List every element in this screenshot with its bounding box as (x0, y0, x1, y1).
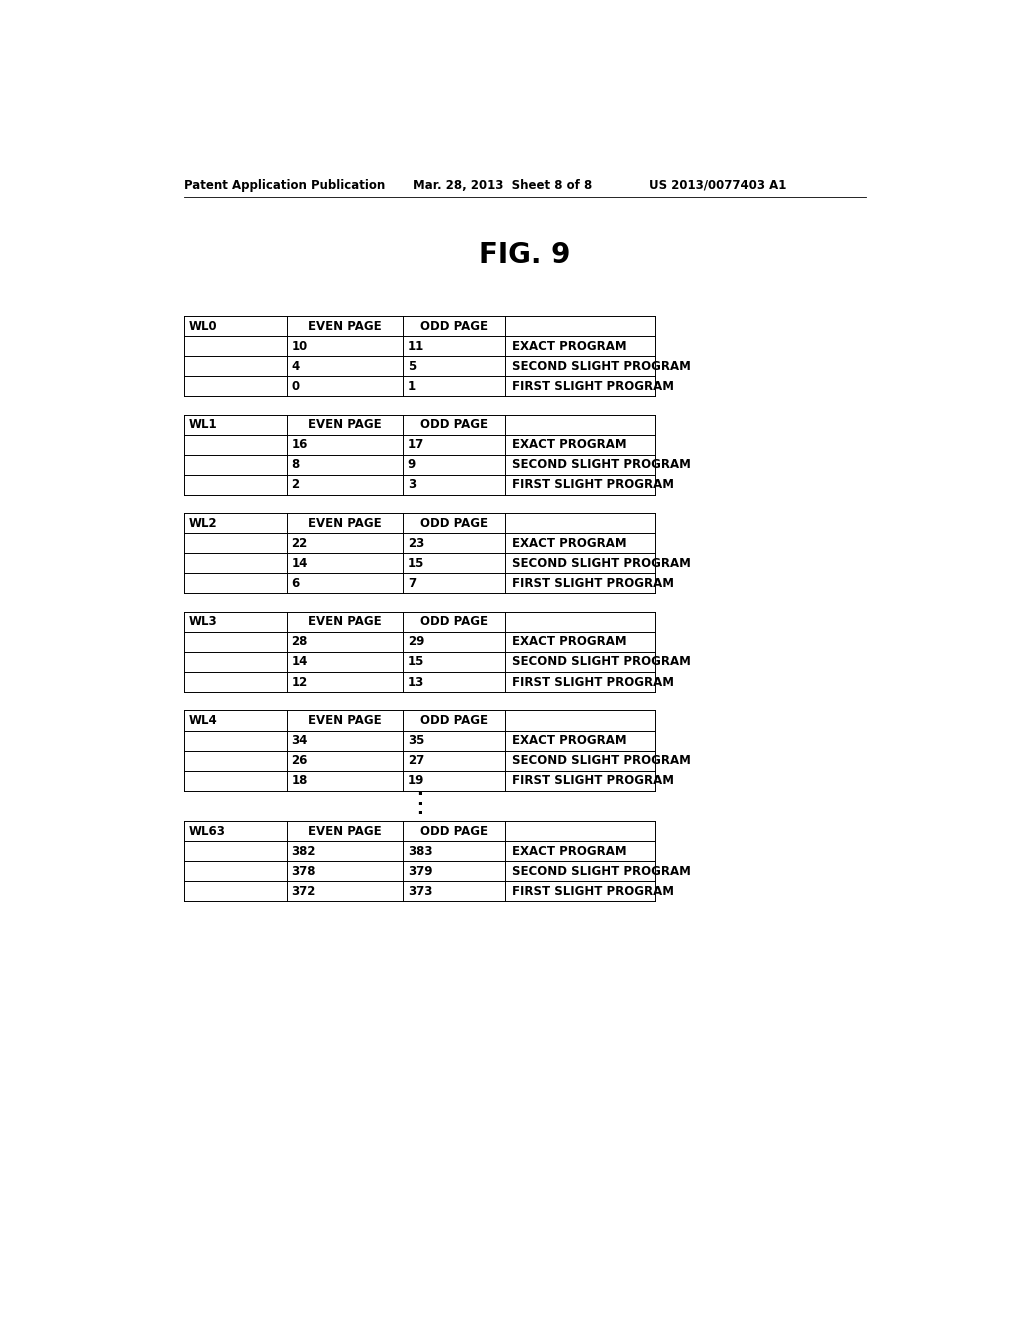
Text: FIRST SLIGHT PROGRAM: FIRST SLIGHT PROGRAM (512, 774, 674, 787)
Text: EVEN PAGE: EVEN PAGE (308, 517, 382, 529)
Text: ODD PAGE: ODD PAGE (420, 615, 488, 628)
Text: EVEN PAGE: EVEN PAGE (308, 418, 382, 432)
Text: ODD PAGE: ODD PAGE (420, 714, 488, 727)
Text: 373: 373 (408, 884, 432, 898)
Text: Mar. 28, 2013  Sheet 8 of 8: Mar. 28, 2013 Sheet 8 of 8 (414, 178, 593, 191)
Text: EXACT PROGRAM: EXACT PROGRAM (512, 734, 627, 747)
Text: 2: 2 (292, 478, 300, 491)
Text: EXACT PROGRAM: EXACT PROGRAM (512, 438, 627, 451)
Text: 14: 14 (292, 557, 308, 570)
Text: FIRST SLIGHT PROGRAM: FIRST SLIGHT PROGRAM (512, 884, 674, 898)
Text: 27: 27 (408, 754, 424, 767)
Text: 34: 34 (292, 734, 308, 747)
Text: EXACT PROGRAM: EXACT PROGRAM (512, 537, 627, 550)
Text: 5: 5 (408, 360, 416, 372)
Text: 4: 4 (292, 360, 300, 372)
Text: FIRST SLIGHT PROGRAM: FIRST SLIGHT PROGRAM (512, 676, 674, 689)
Text: ODD PAGE: ODD PAGE (420, 825, 488, 838)
Text: FIG. 9: FIG. 9 (479, 240, 570, 269)
Text: FIRST SLIGHT PROGRAM: FIRST SLIGHT PROGRAM (512, 478, 674, 491)
Text: SECOND SLIGHT PROGRAM: SECOND SLIGHT PROGRAM (512, 754, 690, 767)
Text: .: . (416, 800, 423, 818)
Text: WL1: WL1 (188, 418, 217, 432)
Text: EXACT PROGRAM: EXACT PROGRAM (512, 845, 627, 858)
Text: SECOND SLIGHT PROGRAM: SECOND SLIGHT PROGRAM (512, 865, 690, 878)
Text: EVEN PAGE: EVEN PAGE (308, 615, 382, 628)
Text: 382: 382 (292, 845, 316, 858)
Text: WL2: WL2 (188, 517, 217, 529)
Text: WL63: WL63 (188, 825, 225, 838)
Text: SECOND SLIGHT PROGRAM: SECOND SLIGHT PROGRAM (512, 656, 690, 668)
Text: 12: 12 (292, 676, 308, 689)
Text: 383: 383 (408, 845, 432, 858)
Text: WL0: WL0 (188, 319, 217, 333)
Text: 13: 13 (408, 676, 424, 689)
Text: SECOND SLIGHT PROGRAM: SECOND SLIGHT PROGRAM (512, 458, 690, 471)
Text: FIRST SLIGHT PROGRAM: FIRST SLIGHT PROGRAM (512, 577, 674, 590)
Text: 0: 0 (292, 380, 300, 393)
Text: 15: 15 (408, 656, 424, 668)
Text: ODD PAGE: ODD PAGE (420, 418, 488, 432)
Text: 19: 19 (408, 774, 424, 787)
Text: WL3: WL3 (188, 615, 217, 628)
Text: .: . (416, 781, 423, 800)
Text: 29: 29 (408, 635, 424, 648)
Text: US 2013/0077403 A1: US 2013/0077403 A1 (649, 178, 786, 191)
Text: 16: 16 (292, 438, 308, 451)
Text: 28: 28 (292, 635, 308, 648)
Text: .: . (416, 791, 423, 809)
Text: 10: 10 (292, 339, 308, 352)
Text: EVEN PAGE: EVEN PAGE (308, 714, 382, 727)
Text: 22: 22 (292, 537, 308, 550)
Text: SECOND SLIGHT PROGRAM: SECOND SLIGHT PROGRAM (512, 360, 690, 372)
Text: ODD PAGE: ODD PAGE (420, 319, 488, 333)
Text: WL4: WL4 (188, 714, 217, 727)
Text: EVEN PAGE: EVEN PAGE (308, 825, 382, 838)
Text: ODD PAGE: ODD PAGE (420, 517, 488, 529)
Text: 6: 6 (292, 577, 300, 590)
Text: 7: 7 (408, 577, 416, 590)
Text: 15: 15 (408, 557, 424, 570)
Text: 14: 14 (292, 656, 308, 668)
Text: EXACT PROGRAM: EXACT PROGRAM (512, 339, 627, 352)
Text: 372: 372 (292, 884, 315, 898)
Text: FIRST SLIGHT PROGRAM: FIRST SLIGHT PROGRAM (512, 380, 674, 393)
Text: 26: 26 (292, 754, 308, 767)
Text: 18: 18 (292, 774, 308, 787)
Text: Patent Application Publication: Patent Application Publication (183, 178, 385, 191)
Text: 379: 379 (408, 865, 432, 878)
Text: SECOND SLIGHT PROGRAM: SECOND SLIGHT PROGRAM (512, 557, 690, 570)
Text: 23: 23 (408, 537, 424, 550)
Text: 1: 1 (408, 380, 416, 393)
Text: EVEN PAGE: EVEN PAGE (308, 319, 382, 333)
Text: EXACT PROGRAM: EXACT PROGRAM (512, 635, 627, 648)
Text: 11: 11 (408, 339, 424, 352)
Text: 8: 8 (292, 458, 300, 471)
Text: 9: 9 (408, 458, 416, 471)
Text: 35: 35 (408, 734, 424, 747)
Text: 17: 17 (408, 438, 424, 451)
Text: 378: 378 (292, 865, 316, 878)
Text: 3: 3 (408, 478, 416, 491)
